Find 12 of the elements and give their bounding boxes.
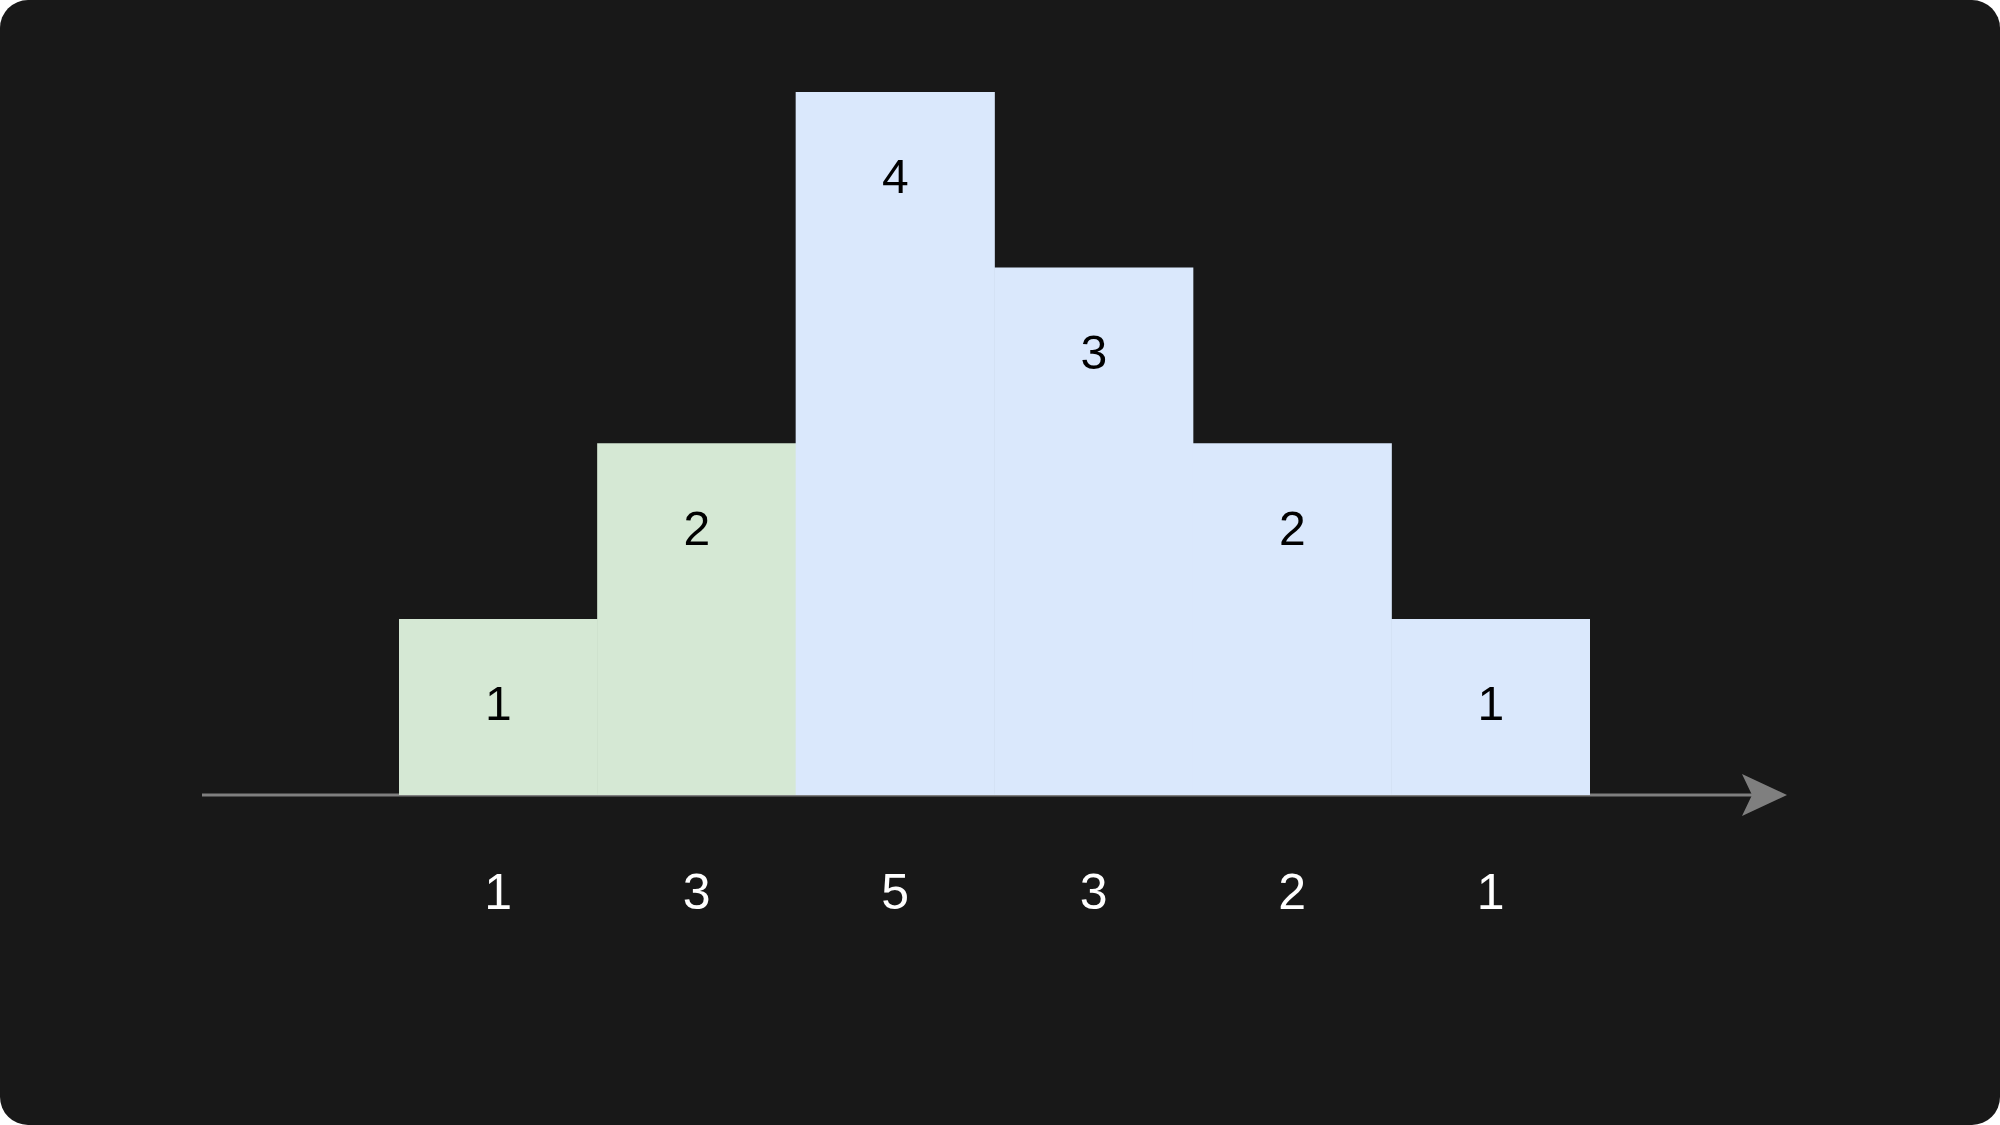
data-label: 1 (484, 677, 512, 731)
x-tick-label: 5 (881, 863, 910, 920)
x-tick-label: 3 (1079, 863, 1108, 920)
x-tick-label: 1 (484, 863, 513, 920)
data-label: 1 (1477, 677, 1505, 731)
x-tick-label: 2 (1278, 863, 1307, 920)
x-tick-label: 1 (1476, 863, 1505, 920)
data-label: 4 (881, 150, 909, 204)
x-tick-label: 3 (682, 863, 711, 920)
data-label: 2 (1278, 501, 1306, 555)
data-label: 2 (683, 501, 711, 555)
data-label: 3 (1080, 325, 1108, 379)
